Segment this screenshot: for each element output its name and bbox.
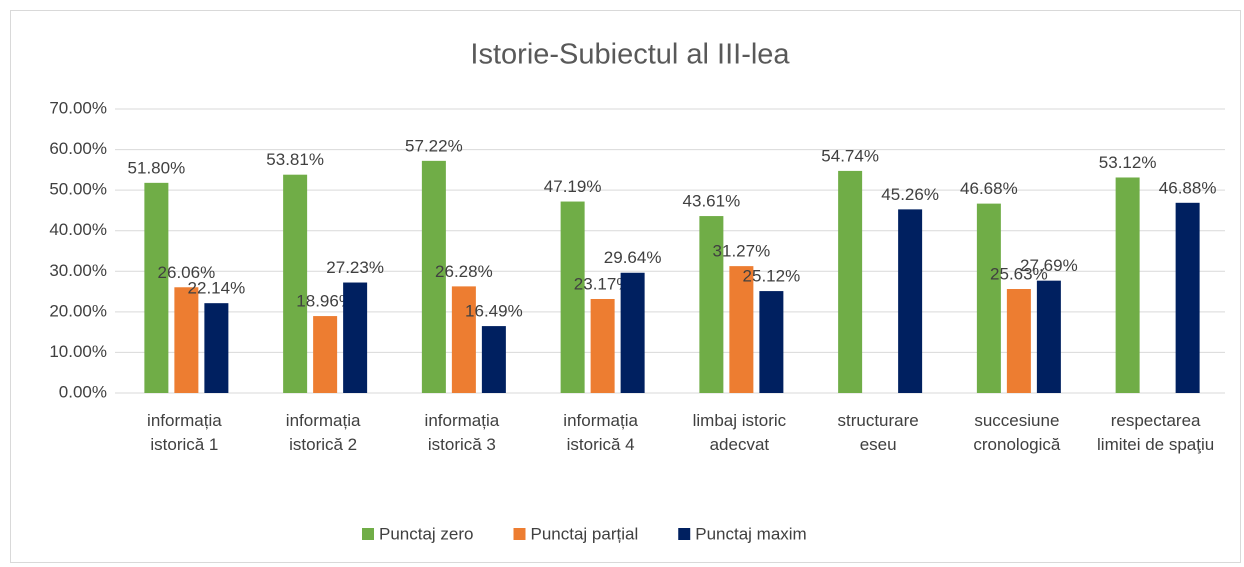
data-label: 18.96%: [296, 292, 354, 311]
data-label: 27.69%: [1020, 256, 1078, 275]
x-tick-label: informația istorică 3: [424, 411, 500, 454]
chart-border: [10, 10, 1241, 563]
data-label: 57.22%: [405, 136, 463, 155]
data-label: 25.63%: [990, 264, 1048, 283]
bar: [838, 170, 863, 393]
y-tick-label: 20.00%: [49, 301, 107, 320]
bar: [1175, 202, 1200, 393]
y-tick-label: 50.00%: [49, 180, 107, 199]
data-label: 31.27%: [713, 242, 771, 261]
bar: [144, 182, 169, 393]
bar: [729, 266, 754, 393]
data-label: 47.19%: [544, 177, 602, 196]
legend-label: Punctaj maxim: [695, 524, 806, 543]
data-label: 46.68%: [960, 179, 1018, 198]
data-label: 53.12%: [1099, 153, 1157, 172]
bar: [1115, 177, 1140, 393]
chart-title: Istorie-Subiectul al III-lea: [470, 39, 790, 71]
x-tick-label: limbaj istoric adecvat: [692, 411, 787, 454]
legend-swatch: [362, 528, 374, 540]
y-tick-label: 30.00%: [49, 261, 107, 280]
y-tick-label: 0.00%: [59, 382, 107, 401]
legend-swatch: [678, 528, 691, 540]
data-label: 23.17%: [574, 274, 632, 293]
x-tick-label: informația istorică 1: [147, 411, 222, 454]
bar: [560, 201, 585, 393]
data-label: 54.74%: [821, 146, 879, 165]
bar: [204, 303, 229, 393]
x-tick-label: structurare eseu: [837, 411, 919, 454]
bar: [699, 216, 724, 393]
data-label: 43.61%: [683, 192, 741, 211]
data-label: 27.23%: [326, 258, 384, 277]
bar: [481, 326, 506, 393]
bar: [1036, 280, 1061, 393]
bar: [174, 287, 199, 393]
data-label: 26.28%: [435, 262, 493, 281]
data-label: 22.14%: [188, 279, 246, 298]
y-tick-label: 40.00%: [49, 220, 107, 239]
y-tick-label: 70.00%: [49, 98, 107, 117]
legend-label: Punctaj zero: [379, 524, 474, 543]
y-tick-label: 10.00%: [49, 342, 107, 361]
bar: [759, 291, 784, 393]
bar: [976, 203, 1001, 393]
bar: [313, 316, 338, 393]
x-tick-label: informația istorică 2: [285, 411, 361, 454]
legend-label: Punctaj parțial: [531, 524, 639, 543]
bar: [898, 209, 923, 393]
legend-swatch: [513, 528, 526, 540]
bar: [343, 282, 368, 393]
x-tick-label: succesiune cronologică: [973, 411, 1061, 454]
data-label: 16.49%: [465, 302, 523, 321]
data-label: 29.64%: [604, 248, 662, 267]
data-label: 25.12%: [743, 267, 801, 286]
x-tick-label: informația istorică 4: [563, 411, 638, 454]
bar: [283, 174, 308, 393]
bar: [421, 160, 446, 393]
data-label: 51.80%: [128, 158, 186, 177]
data-label: 26.06%: [158, 263, 216, 282]
bar: [451, 286, 476, 393]
data-label: 46.88%: [1159, 178, 1217, 197]
y-tick-label: 60.00%: [49, 139, 107, 158]
data-label: 45.26%: [881, 185, 939, 204]
x-tick-label: respectarea limitei de spaţiu: [1097, 411, 1215, 454]
bar: [620, 272, 645, 393]
bar: [1006, 289, 1031, 393]
data-label: 53.81%: [266, 150, 324, 169]
bar: [590, 298, 615, 393]
